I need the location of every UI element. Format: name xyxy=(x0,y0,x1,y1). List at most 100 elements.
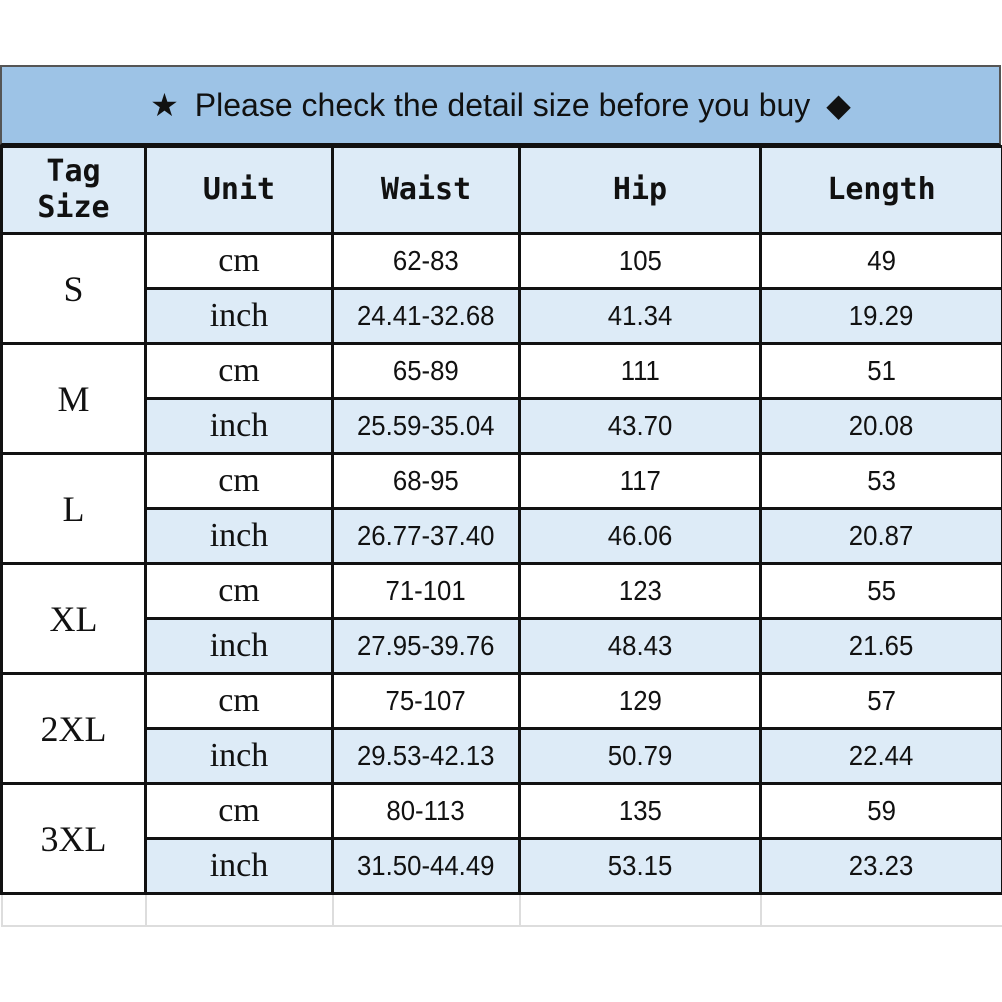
unit-cell: inch xyxy=(144,727,334,785)
header-hip: Hip xyxy=(518,145,762,235)
hip-cell: 46.06 xyxy=(518,507,762,565)
waist-cell: 68-95 xyxy=(331,452,521,510)
hip-cell: 135 xyxy=(518,782,762,840)
table-row: inch 29.53-42.13 50.79 22.44 xyxy=(2,727,1002,785)
unit-cell: cm xyxy=(144,452,334,510)
table-row: 2XL cm 75-107 129 57 xyxy=(0,672,1002,785)
length-cell: 49 xyxy=(759,232,1002,290)
header-length: Length xyxy=(759,145,1002,235)
length-cell: 20.08 xyxy=(759,397,1002,455)
tag-size-cell: 3XL xyxy=(0,782,147,895)
table-row: inch 25.59-35.04 43.70 20.08 xyxy=(2,397,1002,455)
size-chart-title: ★ Please check the detail size before yo… xyxy=(0,65,1001,145)
empty-row xyxy=(0,892,1002,927)
length-cell: 53 xyxy=(759,452,1002,510)
waist-cell: 71-101 xyxy=(331,562,521,620)
hip-cell: 123 xyxy=(518,562,762,620)
cell-value: 20.08 xyxy=(849,410,914,441)
table-row: inch 31.50-44.49 53.15 23.23 xyxy=(2,837,1002,895)
cell-value: 23.23 xyxy=(849,850,914,881)
cell-value: 29.53-42.13 xyxy=(357,740,495,771)
unit-cell: inch xyxy=(144,287,334,345)
waist-cell: 26.77-37.40 xyxy=(331,507,521,565)
unit-cell: inch xyxy=(144,617,334,675)
empty-cell xyxy=(331,892,521,927)
cell-value: 31.50-44.49 xyxy=(357,850,495,881)
cell-value: 62-83 xyxy=(393,245,459,276)
cell-value: 24.41-32.68 xyxy=(357,300,495,331)
table-row: inch 27.95-39.76 48.43 21.65 xyxy=(2,617,1002,675)
empty-cell xyxy=(0,892,147,927)
cell-value: 26.77-37.40 xyxy=(357,520,495,551)
cell-value: 25.59-35.04 xyxy=(357,410,495,441)
tag-size-cell: L xyxy=(0,452,147,565)
cell-value: 123 xyxy=(618,575,662,606)
hip-cell: 41.34 xyxy=(518,287,762,345)
waist-cell: 80-113 xyxy=(331,782,521,840)
cell-value: 75-107 xyxy=(385,685,467,716)
empty-cell xyxy=(759,892,1002,927)
cell-value: 129 xyxy=(618,685,662,716)
length-cell: 22.44 xyxy=(759,727,1002,785)
waist-cell: 29.53-42.13 xyxy=(331,727,521,785)
waist-cell: 65-89 xyxy=(331,342,521,400)
star-icon: ★ xyxy=(150,87,179,123)
cell-value: 117 xyxy=(619,465,661,496)
header-unit: Unit xyxy=(144,145,334,235)
waist-cell: 25.59-35.04 xyxy=(331,397,521,455)
unit-cell: inch xyxy=(144,397,334,455)
unit-cell: inch xyxy=(144,507,334,565)
unit-cell: cm xyxy=(144,672,334,730)
tag-size-cell: XL xyxy=(0,562,147,675)
hip-cell: 129 xyxy=(518,672,762,730)
empty-cell xyxy=(518,892,762,927)
length-cell: 55 xyxy=(759,562,1002,620)
cell-value: 21.65 xyxy=(849,630,914,661)
length-cell: 20.87 xyxy=(759,507,1002,565)
tag-size-cell: M xyxy=(0,342,147,455)
cell-value: 19.29 xyxy=(849,300,914,331)
cell-value: 65-89 xyxy=(393,355,459,386)
waist-cell: 27.95-39.76 xyxy=(331,617,521,675)
unit-cell: cm xyxy=(144,562,334,620)
hip-cell: 53.15 xyxy=(518,837,762,895)
unit-cell: inch xyxy=(144,837,334,895)
table-row: inch 24.41-32.68 41.34 19.29 xyxy=(2,287,1002,345)
waist-cell: 24.41-32.68 xyxy=(331,287,521,345)
unit-cell: cm xyxy=(144,782,334,840)
waist-cell: 75-107 xyxy=(331,672,521,730)
waist-cell: 62-83 xyxy=(331,232,521,290)
cell-value: 46.06 xyxy=(607,520,673,551)
cell-value: 43.70 xyxy=(607,410,673,441)
tag-size-cell: 2XL xyxy=(0,672,147,785)
cell-value: 48.43 xyxy=(607,630,673,661)
cell-value: 105 xyxy=(618,245,662,276)
cell-value: 41.34 xyxy=(607,300,673,331)
length-cell: 51 xyxy=(759,342,1002,400)
size-chart: ★ Please check the detail size before yo… xyxy=(0,65,1002,927)
unit-cell: cm xyxy=(144,342,334,400)
cell-value: 135 xyxy=(618,795,662,826)
cell-value: 51 xyxy=(867,355,896,386)
length-cell: 21.65 xyxy=(759,617,1002,675)
cell-value: 50.79 xyxy=(607,740,673,771)
length-cell: 57 xyxy=(759,672,1002,730)
table-row: XL cm 71-101 123 55 xyxy=(0,562,1002,675)
cell-value: 49 xyxy=(867,245,896,276)
cell-value: 55 xyxy=(867,575,896,606)
length-cell: 59 xyxy=(759,782,1002,840)
cell-value: 53.15 xyxy=(607,850,673,881)
length-cell: 19.29 xyxy=(759,287,1002,345)
hip-cell: 43.70 xyxy=(518,397,762,455)
diamond-icon: ◆ xyxy=(826,87,851,123)
cell-value: 68-95 xyxy=(393,465,459,496)
hip-cell: 111 xyxy=(518,342,762,400)
cell-value: 80-113 xyxy=(386,795,466,826)
cell-value: 71-101 xyxy=(385,575,467,606)
cell-value: 20.87 xyxy=(849,520,914,551)
hip-cell: 48.43 xyxy=(518,617,762,675)
cell-value: 27.95-39.76 xyxy=(357,630,495,661)
